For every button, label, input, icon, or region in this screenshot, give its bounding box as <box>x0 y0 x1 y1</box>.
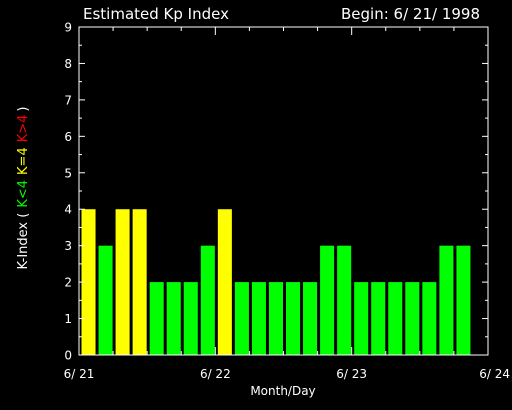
kp-bar-21 <box>439 245 454 355</box>
kp-bar-11 <box>268 282 283 355</box>
x-axis-label: Month/Day <box>250 384 315 398</box>
kp-bar-17 <box>371 282 386 355</box>
y-tick-label-7: 7 <box>64 93 72 107</box>
y-tick-label-3: 3 <box>64 239 72 253</box>
kp-bar-3 <box>132 209 147 355</box>
kp-bar-4 <box>149 282 164 355</box>
axes-group: 0 1 2 3 4 5 6 7 8 9 6/ 21 6/ 22 6/ 23 6/ 24 <box>64 21 510 382</box>
kp-bar-5 <box>166 282 181 355</box>
kp-bar-12 <box>286 282 301 355</box>
x-tick-label-3: 6/ 24 <box>479 367 510 381</box>
kp-bar-13 <box>303 282 318 355</box>
kp-bar-14 <box>320 245 335 355</box>
kp-bar-15 <box>337 245 352 355</box>
kp-bar-9 <box>234 282 249 355</box>
y-tick-label-2: 2 <box>64 276 72 290</box>
legend-mid: K=4 <box>16 147 31 175</box>
bars-group <box>81 209 471 355</box>
y-tick-label-6: 6 <box>64 130 72 144</box>
kp-bar-16 <box>354 282 369 355</box>
kp-bar-8 <box>217 209 232 355</box>
kp-bar-18 <box>388 282 403 355</box>
kp-bar-19 <box>405 282 420 355</box>
y-tick-label-9: 9 <box>64 21 72 35</box>
y-tick-label-1: 1 <box>64 312 72 326</box>
y-tick-label-5: 5 <box>64 166 72 180</box>
kp-bar-2 <box>115 209 130 355</box>
x-tick-label-2: 6/ 23 <box>336 367 367 381</box>
begin-date: Begin: 6/ 21/ 1998 <box>341 5 480 23</box>
kp-bar-22 <box>456 245 471 355</box>
kp-bar-6 <box>183 282 198 355</box>
kp-bar-7 <box>200 245 215 355</box>
legend-low: K<4 <box>16 180 31 208</box>
kp-bar-0 <box>81 209 96 355</box>
y-axis-label: K-Index ( K<4 K=4 K>4) <box>16 106 31 269</box>
x-tick-label-0: 6/ 21 <box>64 367 95 381</box>
chart-title: Estimated Kp Index <box>83 5 229 23</box>
x-tick-label-1: 6/ 22 <box>200 367 231 381</box>
y-label-suffix: ) <box>16 106 31 111</box>
y-tick-label-4: 4 <box>64 203 72 217</box>
kp-bar-20 <box>422 282 437 355</box>
legend-high: K>4 <box>16 115 31 143</box>
kp-bar-1 <box>98 245 113 355</box>
kp-bar-10 <box>251 282 266 355</box>
y-tick-label-0: 0 <box>64 349 72 363</box>
y-tick-label-8: 8 <box>64 57 72 71</box>
y-label-prefix: K-Index ( <box>16 213 31 270</box>
